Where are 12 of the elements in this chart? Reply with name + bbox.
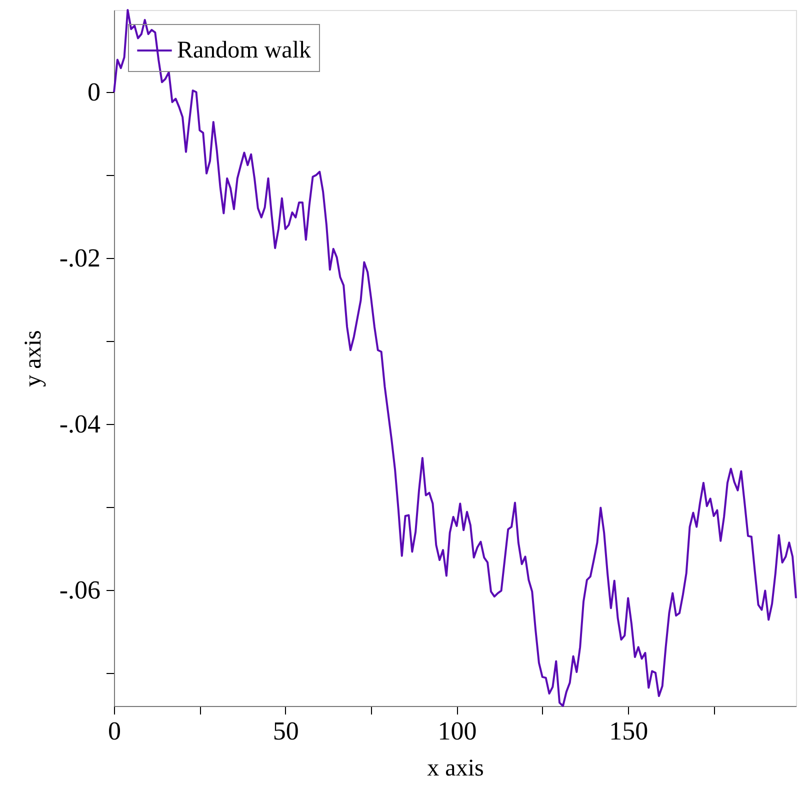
- y-tick-label: 0: [88, 78, 100, 107]
- y-tick-label: -.04: [59, 409, 100, 438]
- x-axis-title: x axis: [427, 756, 484, 782]
- legend-label: Random walk: [177, 38, 311, 64]
- y-tick-label: -.02: [59, 244, 100, 273]
- x-tick-label: 100: [438, 716, 477, 746]
- y-tick-label: -.06: [59, 575, 100, 604]
- x-tick-label: 0: [108, 716, 121, 746]
- y-axis-title: y axis: [20, 330, 46, 387]
- x-tick-label: 50: [272, 716, 299, 746]
- x-tick-label: 150: [609, 716, 648, 746]
- line-series: [113, 9, 797, 707]
